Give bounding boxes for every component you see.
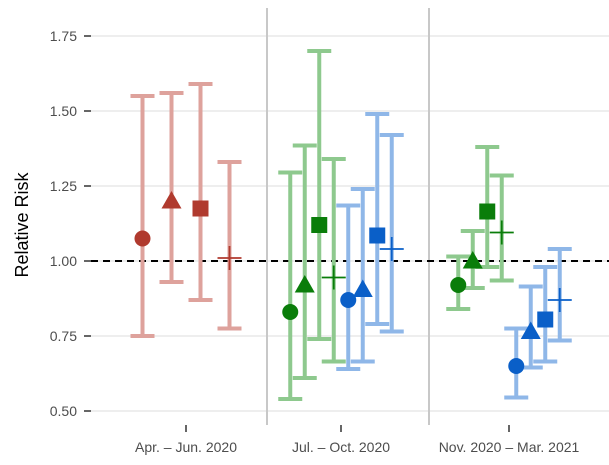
marker-square-g1-p2 [311, 217, 328, 233]
marker-triangle-g1-p1 [294, 275, 315, 293]
x-tick-label-2: Nov. 2020 – Mar. 2021 [439, 439, 580, 455]
marker-circle-g2-p0 [450, 277, 467, 293]
x-axis: Apr. – Jun. 2020 Jul. – Oct. 2020 Nov. 202… [135, 425, 580, 455]
marker-circle-g1-p4 [340, 292, 357, 308]
marker-triangle-g0-p1 [161, 191, 182, 209]
marker-cross-g2-p3 [489, 220, 514, 245]
point-estimates [134, 191, 572, 374]
marker-square-g2-p6 [537, 311, 554, 328]
marker-triangle-g2-p5 [520, 321, 541, 339]
x-tick-label-1: Jul. – Oct. 2020 [292, 439, 390, 455]
error-bars [130, 49, 572, 401]
marker-triangle-g2-p1 [462, 251, 483, 269]
marker-circle-g0-p0 [134, 230, 151, 247]
y-tick-label-0: 0.50 [50, 403, 77, 419]
marker-cross-g1-p7 [379, 237, 404, 261]
marker-square-g1-p6 [369, 227, 386, 244]
panel-separators [266, 8, 430, 425]
marker-circle-g2-p4 [508, 358, 525, 374]
marker-square-g2-p2 [479, 203, 496, 220]
marker-cross-g1-p3 [321, 265, 346, 290]
y-tick-label-2: 1.00 [50, 253, 77, 269]
y-tick-label-5: 1.75 [50, 28, 77, 44]
y-tick-label-4: 1.50 [50, 103, 77, 119]
y-tick-label-3: 1.25 [50, 178, 77, 194]
y-axis-title: Relative Risk [12, 171, 32, 277]
y-axis: 0.50 0.75 1.00 1.25 1.50 1.75 [50, 28, 91, 419]
marker-cross-g2-p7 [547, 288, 572, 312]
marker-square-g0-p2 [192, 200, 209, 217]
x-tick-label-0: Apr. – Jun. 2020 [135, 439, 237, 455]
marker-cross-g0-p3 [217, 246, 242, 270]
y-tick-label-1: 0.75 [50, 328, 77, 344]
marker-circle-g1-p0 [282, 304, 299, 320]
marker-triangle-g1-p5 [352, 279, 373, 297]
